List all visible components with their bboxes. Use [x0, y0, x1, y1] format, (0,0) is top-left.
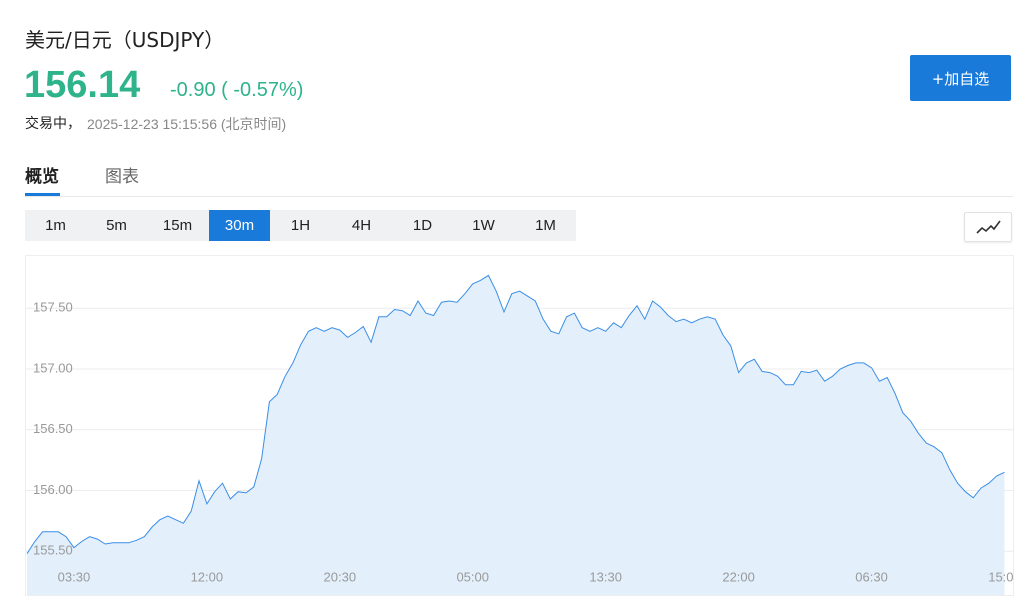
plot: 155.50 156.00 156.50 157.00 157.50 03:30 12:00… — [26, 274, 1014, 595]
y-tick-label: 156.00 — [33, 482, 73, 497]
title: 美元/日元（USDJPY） — [25, 28, 225, 52]
x-tick-label: 22:00 — [722, 569, 755, 584]
period-button[interactable]: 5m — [106, 217, 127, 234]
price-line — [26, 274, 1005, 554]
divider — [25, 196, 1013, 197]
period-button[interactable]: 1H — [290, 217, 311, 234]
x-tick-label: 06:30 — [855, 569, 888, 584]
price: 156.14 — [24, 64, 141, 106]
status: 交易中， — [25, 116, 81, 132]
period-button[interactable]: 1W — [472, 217, 495, 234]
period-button[interactable]: 1M — [535, 217, 556, 234]
period-button[interactable]: 30m — [209, 210, 270, 241]
tab[interactable]: 概览 — [25, 167, 59, 187]
chart-style-button[interactable] — [964, 212, 1012, 242]
period-button[interactable]: 1m — [45, 217, 66, 234]
change: -0.90 ( -0.57%) — [170, 79, 304, 101]
x-tick-label: 13:30 — [589, 569, 622, 584]
chart: 155.50 156.00 156.50 157.00 157.50 03:30 12:00… — [25, 255, 1014, 596]
period-button[interactable]: 4H — [351, 217, 372, 234]
y-tick-label: 157.00 — [33, 360, 73, 375]
x-tick-label: 03:30 — [58, 569, 91, 584]
watch-button[interactable]: +加自选 — [910, 55, 1011, 101]
timestamp: 2025-12-23 15:15:56 (北京时间) — [87, 116, 287, 132]
y-tick-label: 156.50 — [33, 421, 73, 436]
x-tick-label: 20:30 — [324, 569, 357, 584]
period-button[interactable]: 1D — [412, 217, 433, 234]
tab[interactable]: 图表 — [105, 167, 139, 187]
y-tick-label: 155.50 — [33, 543, 73, 558]
x-tick-label: 05:00 — [456, 569, 489, 584]
area-fill — [27, 275, 1005, 595]
period-button[interactable]: 15m — [162, 217, 193, 234]
x-tick-label: 12:00 — [191, 569, 224, 584]
period-bar: 1m 5m 15m 30m 1H 4H 1D 1W 1M — [25, 210, 576, 241]
x-tick-label: 15:00 — [988, 569, 1014, 584]
y-tick-label: 157.50 — [33, 300, 73, 315]
tab-indicator — [25, 193, 60, 196]
chart-style-icon — [976, 220, 1001, 234]
